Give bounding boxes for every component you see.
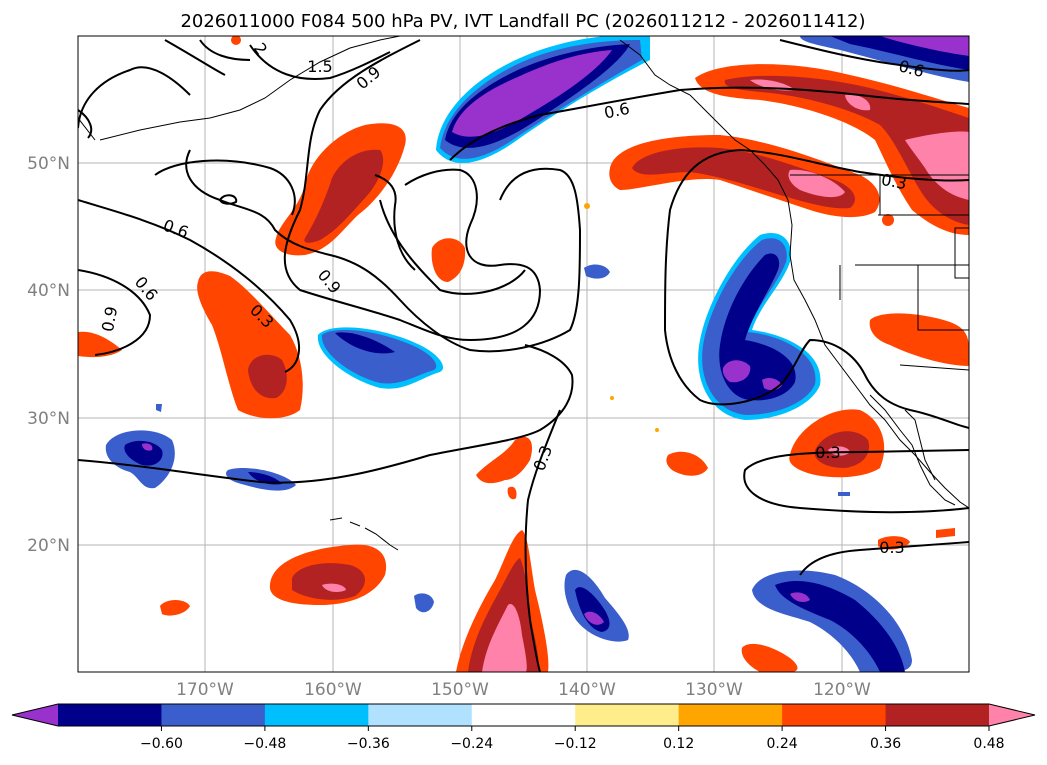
lat-label-20n: 20°N — [27, 536, 70, 556]
latitude-labels: 50°N 40°N 30°N 20°N — [27, 154, 70, 556]
figure-title: 2026011000 F084 500 hPa PV, IVT Landfall… — [180, 11, 865, 32]
ivt-positive-anomalies — [78, 36, 969, 672]
colorbar-outline — [11, 703, 1036, 727]
colorbar-extend-low — [12, 704, 58, 726]
us-mexico-border — [899, 364, 969, 371]
colorbar-tick-label: −0.48 — [243, 736, 286, 752]
pv-contour-0p6-north — [449, 86, 969, 161]
longitude-labels: 170°W 160°W 150°W 140°W 130°W 120°W — [176, 680, 871, 700]
south-pacific-positive-anomaly — [160, 436, 708, 616]
us-state-borders — [839, 175, 969, 331]
lon-label-160w: 160°W — [304, 680, 362, 700]
north-america-coast — [619, 39, 969, 509]
pv-contour-small-loop — [218, 194, 238, 205]
pv-contour-0p9-trough — [379, 199, 526, 295]
gulf-of-alaska-negative-anomaly — [436, 36, 650, 163]
colorbar: −0.60 −0.48 −0.36 −0.24 −0.12 0.12 0.24 0.36 0.4… — [11, 703, 1036, 752]
lat-label-40n: 40°N — [27, 281, 70, 301]
colorbar-tick-label: −0.12 — [554, 736, 597, 752]
colorbar-tick-label: 0.48 — [973, 736, 1004, 752]
gulf-of-california — [904, 409, 936, 481]
small-positive-dots — [231, 36, 894, 432]
pv-contour-0p3-plume — [524, 409, 561, 672]
colorbar-box — [471, 704, 576, 726]
lon-label-120w: 120°W — [813, 680, 871, 700]
pv-contour-0p6-west — [78, 199, 301, 373]
colorbar-extend-high — [989, 704, 1035, 726]
lon-label-140w: 140°W — [558, 680, 616, 700]
lon-label-170w: 170°W — [176, 680, 234, 700]
colorbar-boxes — [58, 704, 990, 726]
pv-contour-0p6-loop — [154, 159, 296, 216]
pv-contour-0p3-south — [78, 344, 574, 484]
colorbar-box — [161, 704, 266, 726]
pv-contour-0p6-lower — [78, 269, 152, 356]
colorbar-box — [264, 704, 369, 726]
pv-contour-1p5 — [164, 39, 391, 80]
colorbar-box — [782, 704, 887, 726]
colorbar-box — [58, 704, 162, 726]
lon-label-150w: 150°W — [431, 680, 489, 700]
contour-label-0p9-edge: 0.9 — [98, 305, 121, 333]
lat-label-50n: 50°N — [27, 154, 70, 174]
colorbar-ticks: −0.60 −0.48 −0.36 −0.24 −0.12 0.12 0.24 0.36 0.4… — [140, 726, 1005, 752]
contour-label-1p5: 1.5 — [307, 57, 332, 76]
pv-contour-0p9-center — [283, 39, 542, 342]
baja-positive-anomaly — [741, 313, 969, 672]
south-negative-anomalies — [564, 492, 912, 672]
contour-label-0p3-east: 0.3 — [880, 170, 908, 193]
aleutian-islands — [99, 36, 401, 141]
central-pacific-negative-anomaly — [317, 327, 444, 389]
coastlines — [78, 36, 969, 551]
pv-contour-0p9-edge — [78, 109, 93, 139]
pv-contour-0p3-east — [663, 148, 969, 429]
colorbar-tick-label: −0.36 — [347, 736, 390, 752]
colorbar-tick-label: −0.60 — [140, 736, 183, 752]
pacific-northwest-positive-anomaly — [609, 135, 880, 218]
baja-coast — [869, 394, 956, 506]
pv-contour-0p9-inner — [374, 174, 416, 271]
pv-contour-0p9-west — [78, 39, 251, 129]
pv-contour-0p6-ne — [779, 39, 969, 72]
north-pacific-positive-anomaly — [275, 123, 466, 282]
kamchatka-coast — [78, 117, 96, 141]
contour-label-0p6-north: 0.6 — [602, 99, 631, 123]
contour-label-0p3-se: 0.3 — [879, 538, 904, 557]
northeast-negative-anomaly — [800, 36, 969, 82]
pv-contours — [78, 39, 969, 672]
colorbar-box — [368, 704, 473, 726]
pv-contour-0p3-baja — [743, 449, 969, 514]
northeast-positive-anomaly — [695, 64, 969, 235]
lat-label-30n: 30°N — [27, 409, 70, 429]
subtropical-positive-anomaly — [78, 271, 303, 419]
colorbar-box — [885, 704, 990, 726]
colorbar-tick-label: 0.12 — [663, 736, 694, 752]
colorbar-box — [678, 704, 783, 726]
colorbar-tick-label: 0.24 — [767, 736, 798, 752]
pv-contour-0p6-center — [185, 149, 582, 353]
map-frame — [77, 35, 970, 673]
west-pacific-negative-anomaly — [105, 264, 610, 613]
pv-contour-0p3-se — [799, 541, 969, 576]
lon-label-130w: 130°W — [685, 680, 743, 700]
contour-label-0p3-baja: 0.3 — [815, 443, 840, 462]
colorbar-tick-label: −0.24 — [450, 736, 493, 752]
colorbar-tick-label: 0.36 — [870, 736, 901, 752]
map-panel: 1.5 2 0.9 0.6 0.6 0.6 0.9 0.6 0.9 0.3 0.… — [77, 35, 970, 673]
colorbar-box — [575, 704, 680, 726]
hawaiian-islands — [329, 517, 399, 551]
